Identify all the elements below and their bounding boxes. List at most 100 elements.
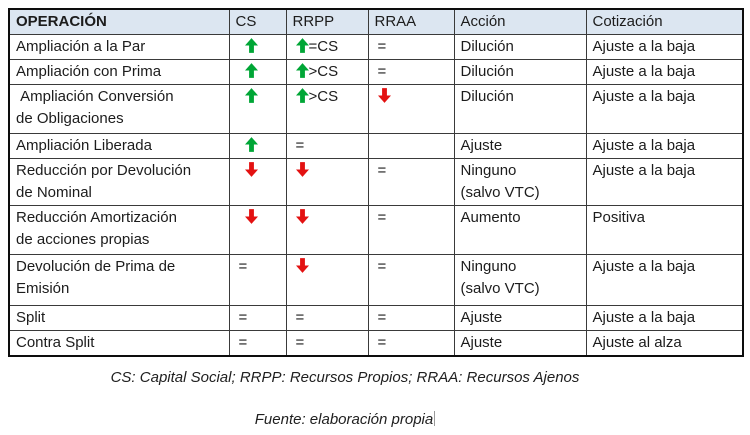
cell-rrpp bbox=[285, 254, 369, 306]
cell-value: = bbox=[295, 309, 305, 326]
cell-operacion: Reducción Amortización de acciones propi… bbox=[8, 205, 230, 255]
cell-rraa bbox=[367, 133, 455, 159]
cell-accion: Ninguno (salvo VTC) bbox=[453, 158, 587, 206]
column-header-rrpp: RRPP bbox=[285, 8, 369, 35]
table-row: Devolución de Prima de Emisión = = Ninguno … bbox=[8, 254, 744, 306]
table-row: Contra Split = = = Ajuste Ajuste al alza bbox=[8, 330, 744, 357]
up-arrow-icon bbox=[244, 63, 258, 78]
cell-accion: Ajuste bbox=[453, 133, 587, 159]
text-cursor bbox=[434, 411, 436, 426]
cell-cotizacion: Ajuste a la baja bbox=[585, 305, 744, 331]
down-arrow-icon bbox=[244, 209, 258, 224]
cell-rrpp: = bbox=[285, 305, 369, 331]
up-arrow-icon bbox=[244, 38, 258, 53]
cell-cotizacion: Ajuste a la baja bbox=[585, 59, 744, 85]
table-row: Ampliación con Prima >CS = Dilución Ajuste a… bbox=[8, 59, 744, 85]
cell-cs bbox=[228, 158, 287, 206]
cell-accion: Dilución bbox=[453, 59, 587, 85]
cell-rrpp: =CS bbox=[285, 34, 369, 60]
cell-cs: = bbox=[228, 305, 287, 331]
down-arrow-icon bbox=[295, 258, 309, 273]
cell-value: = bbox=[377, 162, 387, 179]
cell-rraa: = bbox=[367, 158, 455, 206]
cell-value: = bbox=[377, 258, 387, 275]
cell-accion: Ajuste bbox=[453, 305, 587, 331]
cell-accion: Ajuste bbox=[453, 330, 587, 357]
cell-cotizacion: Ajuste a la baja bbox=[585, 158, 744, 206]
cell-operacion: Devolución de Prima de Emisión bbox=[8, 254, 230, 306]
source-footnote: Fuente: elaboración propia bbox=[0, 410, 690, 430]
source-footnote-text: Fuente: elaboración propia bbox=[254, 411, 434, 428]
header-row: OPERACIÓN CS RRPP RRAA Acción Cotización bbox=[8, 8, 744, 35]
cell-rraa: = bbox=[367, 330, 455, 357]
operations-table: OPERACIÓN CS RRPP RRAA Acción Cotización… bbox=[8, 8, 744, 357]
cell-value: = bbox=[377, 209, 387, 226]
cell-value: = bbox=[238, 334, 248, 351]
table-row: Ampliación Conversión de Obligaciones >CS… bbox=[8, 84, 744, 134]
up-arrow-icon bbox=[244, 137, 258, 152]
cell-value: =CS bbox=[308, 38, 339, 55]
down-arrow-icon bbox=[295, 162, 309, 177]
cell-operacion: Ampliación Conversión de Obligaciones bbox=[8, 84, 230, 134]
down-arrow-icon bbox=[295, 209, 309, 224]
table-row: Reducción por Devolución de Nominal = Ning… bbox=[8, 158, 744, 206]
cell-operacion: Ampliación a la Par bbox=[8, 34, 230, 60]
cell-rrpp: = bbox=[285, 330, 369, 357]
cell-cs bbox=[228, 59, 287, 85]
cell-rraa: = bbox=[367, 254, 455, 306]
cell-rraa: = bbox=[367, 305, 455, 331]
column-header-cs: CS bbox=[228, 8, 287, 35]
legend-footnote: CS: Capital Social; RRPP: Recursos Propi… bbox=[110, 369, 580, 386]
cell-rraa bbox=[367, 84, 455, 134]
cell-value: = bbox=[238, 309, 248, 326]
cell-cs bbox=[228, 205, 287, 255]
cell-value: = bbox=[377, 309, 387, 326]
cell-rrpp bbox=[285, 158, 369, 206]
column-header-accion: Acción bbox=[453, 8, 587, 35]
table-body: Ampliación a la Par =CS = Dilución Ajuste a … bbox=[8, 34, 744, 357]
up-arrow-icon bbox=[295, 38, 309, 53]
cell-rraa: = bbox=[367, 34, 455, 60]
cell-value: >CS bbox=[308, 63, 339, 80]
cell-cotizacion: Ajuste a la baja bbox=[585, 84, 744, 134]
cell-value: >CS bbox=[308, 88, 339, 105]
cell-value: = bbox=[238, 258, 248, 275]
column-header-rraa: RRAA bbox=[367, 8, 455, 35]
cell-operacion: Split bbox=[8, 305, 230, 331]
cell-accion: Dilución bbox=[453, 84, 587, 134]
cell-cotizacion: Ajuste a la baja bbox=[585, 34, 744, 60]
cell-cotizacion: Ajuste al alza bbox=[585, 330, 744, 357]
cell-value: = bbox=[295, 334, 305, 351]
cell-value: = bbox=[377, 38, 387, 55]
table-row: Ampliación Liberada = Ajuste Ajuste a la ba… bbox=[8, 133, 744, 159]
column-header-cotizacion: Cotización bbox=[585, 8, 744, 35]
cell-cotizacion: Positiva bbox=[585, 205, 744, 255]
cell-accion: Dilución bbox=[453, 34, 587, 60]
cell-value: = bbox=[377, 63, 387, 80]
cell-cotizacion: Ajuste a la baja bbox=[585, 254, 744, 306]
cell-rraa: = bbox=[367, 205, 455, 255]
cell-value: = bbox=[377, 334, 387, 351]
up-arrow-icon bbox=[295, 63, 309, 78]
table-row: Ampliación a la Par =CS = Dilución Ajuste a … bbox=[8, 34, 744, 60]
cell-cs: = bbox=[228, 330, 287, 357]
down-arrow-icon bbox=[377, 88, 391, 103]
cell-operacion: Contra Split bbox=[8, 330, 230, 357]
cell-rraa: = bbox=[367, 59, 455, 85]
table-row: Split = = = Ajuste Ajuste a la baja bbox=[8, 305, 744, 331]
cell-cotizacion: Ajuste a la baja bbox=[585, 133, 744, 159]
cell-rrpp: = bbox=[285, 133, 369, 159]
up-arrow-icon bbox=[244, 88, 258, 103]
cell-operacion: Ampliación Liberada bbox=[8, 133, 230, 159]
cell-cs bbox=[228, 133, 287, 159]
cell-operacion: Ampliación con Prima bbox=[8, 59, 230, 85]
cell-accion: Ninguno (salvo VTC) bbox=[453, 254, 587, 306]
cell-rrpp: >CS bbox=[285, 59, 369, 85]
cell-cs bbox=[228, 84, 287, 134]
column-header-operacion: OPERACIÓN bbox=[8, 8, 230, 35]
cell-value: = bbox=[295, 137, 305, 154]
cell-cs: = bbox=[228, 254, 287, 306]
cell-cs bbox=[228, 34, 287, 60]
footnotes: CS: Capital Social; RRPP: Recursos Propi… bbox=[0, 368, 690, 430]
